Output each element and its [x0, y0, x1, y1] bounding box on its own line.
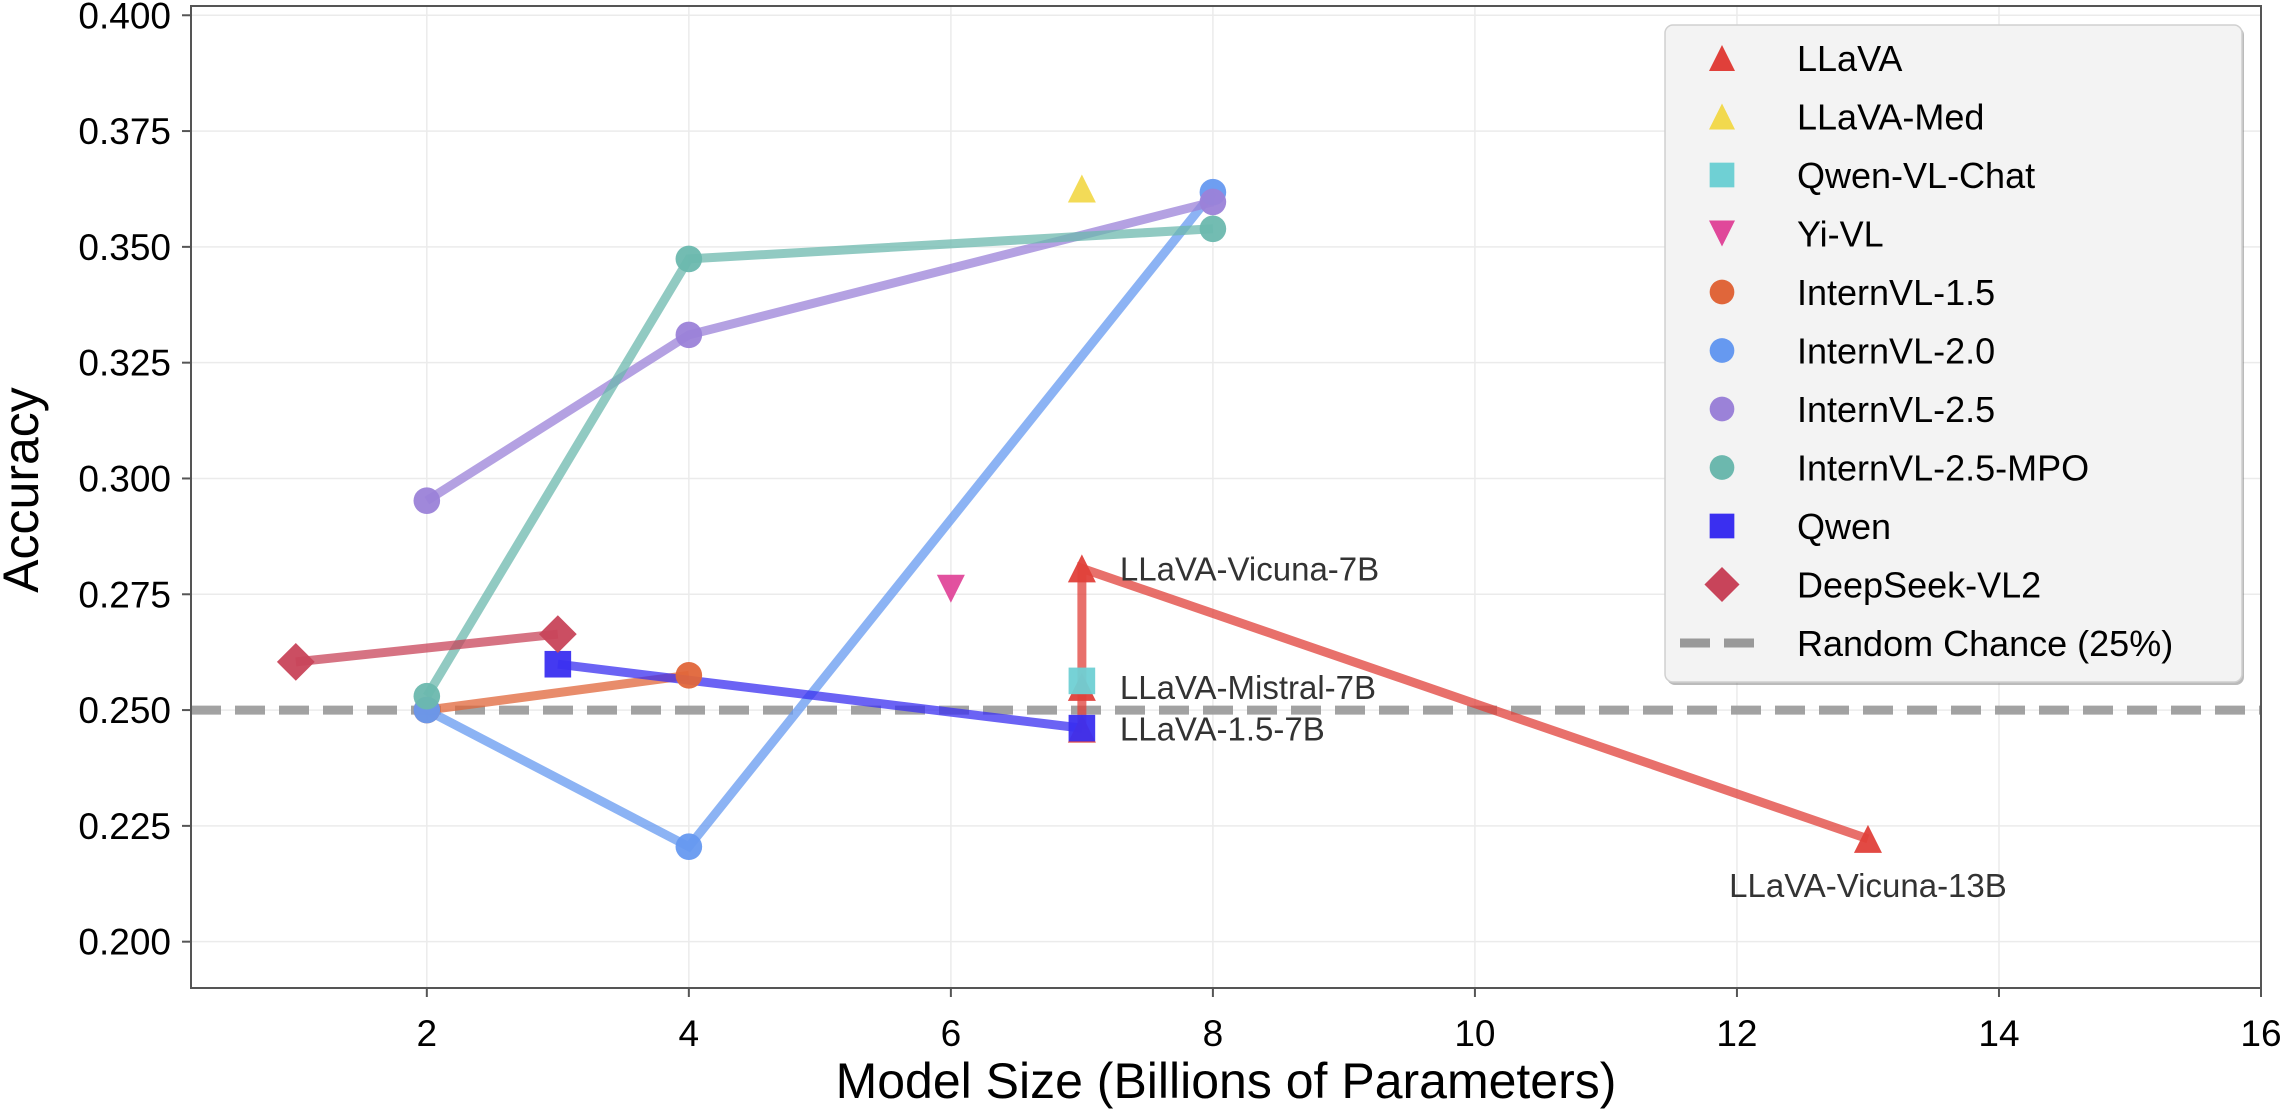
x-axis: 2 4 6 8 10 12 14 16: [417, 988, 2282, 1054]
legend-label-qwen: Qwen: [1797, 506, 1891, 547]
annotations: LLaVA-Vicuna-7B LLaVA-Mistral-7B LLaVA-1.5…: [1120, 550, 2007, 904]
point-internvl-2-5-mpo: [413, 682, 441, 710]
legend: LLaVA LLaVA-Med Qwen-VL-Chat Yi-VL InternVL-…: [1664, 24, 2244, 685]
legend-marker-yi-vl: [1709, 220, 1735, 247]
legend-label-internvl-2-0: InternVL-2.0: [1797, 331, 1995, 372]
legend-label-yi-vl: Yi-VL: [1797, 214, 1884, 255]
x-tick-label: 16: [2240, 1013, 2281, 1054]
y-tick-label: 0.300: [78, 458, 171, 499]
y-tick-label: 0.325: [78, 343, 171, 384]
legend-marker-qwen: [1709, 513, 1735, 539]
y-axis-label: Accuracy: [0, 387, 49, 593]
y-tick-label: 0.250: [78, 690, 171, 731]
point-internvl-2-5: [413, 487, 441, 515]
point-qwen: [1068, 714, 1096, 742]
x-tick-label: 12: [1716, 1013, 1757, 1054]
point-internvl-2-5: [1199, 188, 1227, 216]
legend-label-random-chance: Random Chance (25%): [1797, 623, 2173, 664]
legend-box: [1664, 24, 2243, 683]
legend-label-deepseek-vl2: DeepSeek-VL2: [1797, 565, 2041, 606]
legend-marker-llava-med: [1709, 103, 1735, 130]
point-internvl-2-5-mpo: [675, 245, 703, 273]
legend-marker-qwen-vl-chat: [1709, 162, 1735, 188]
plot-frame: [190, 5, 2262, 989]
point-annotation: LLaVA-1.5-7B: [1120, 711, 1325, 748]
series-lines: [295, 189, 1870, 853]
x-tick-label: 2: [417, 1013, 438, 1054]
line-deepseek-vl2: [295, 629, 559, 667]
point-qwen-vl-chat: [1068, 667, 1096, 695]
y-tick-label: 0.200: [78, 922, 171, 963]
point-internvl-1-5: [675, 662, 703, 689]
point-annotation: LLaVA-Vicuna-7B: [1120, 550, 1379, 587]
legend-label-llava-med: LLaVA-Med: [1797, 97, 1984, 138]
line-llava: [1077, 562, 1870, 844]
point-llava: [1853, 824, 1882, 853]
x-tick-label: 14: [1978, 1013, 2019, 1054]
legend-marker-internvl-2-5-mpo: [1709, 455, 1735, 480]
legend-marker-llava: [1709, 45, 1735, 71]
point-annotation: LLaVA-Mistral-7B: [1120, 669, 1376, 706]
x-tick-label: 10: [1454, 1013, 1495, 1054]
legend-label-llava: LLaVA: [1797, 38, 1902, 79]
x-tick-label: 6: [941, 1013, 962, 1054]
legend-label-internvl-1-5: InternVL-1.5: [1797, 272, 1995, 313]
point-internvl-2-5: [675, 321, 703, 349]
point-deepseek-vl2: [538, 615, 577, 654]
point-llava: [1067, 554, 1096, 583]
legend-label-internvl-2-5: InternVL-2.5: [1797, 389, 1995, 430]
point-qwen: [544, 650, 572, 678]
legend-marker-internvl-2-0: [1709, 338, 1735, 363]
legend-marker-deepseek-vl2: [1704, 566, 1740, 603]
x-axis-label: Model Size (Billions of Parameters): [836, 1053, 1617, 1109]
y-axis: 0.200 0.225 0.250 0.275 0.300 0.325 0.350 0.375…: [78, 0, 191, 963]
point-llava-med: [1067, 174, 1096, 203]
legend-label-internvl-2-5-mpo: InternVL-2.5-MPO: [1797, 448, 2089, 489]
y-tick-label: 0.375: [78, 111, 171, 152]
x-tick-label: 4: [679, 1013, 700, 1054]
point-deepseek-vl2: [276, 643, 315, 681]
y-tick-label: 0.275: [78, 574, 171, 615]
point-internvl-2-0: [675, 833, 703, 861]
x-tick-label: 8: [1203, 1013, 1224, 1054]
series-markers: [276, 174, 1882, 861]
y-tick-label: 0.350: [78, 227, 171, 268]
legend-marker-internvl-1-5: [1709, 279, 1735, 305]
point-annotation: LLaVA-Vicuna-13B: [1729, 867, 2007, 904]
y-tick-label: 0.225: [78, 806, 171, 847]
y-tick-label: 0.400: [78, 0, 171, 36]
legend-label-qwen-vl-chat: Qwen-VL-Chat: [1797, 155, 2035, 196]
point-yi-vl: [936, 574, 965, 603]
line-internvl-1-5: [426, 670, 690, 715]
line-qwen: [557, 659, 1083, 733]
line-internvl-2-0: [424, 189, 1217, 853]
point-internvl-2-5-mpo: [1199, 215, 1227, 243]
legend-marker-internvl-2-5: [1709, 396, 1735, 422]
